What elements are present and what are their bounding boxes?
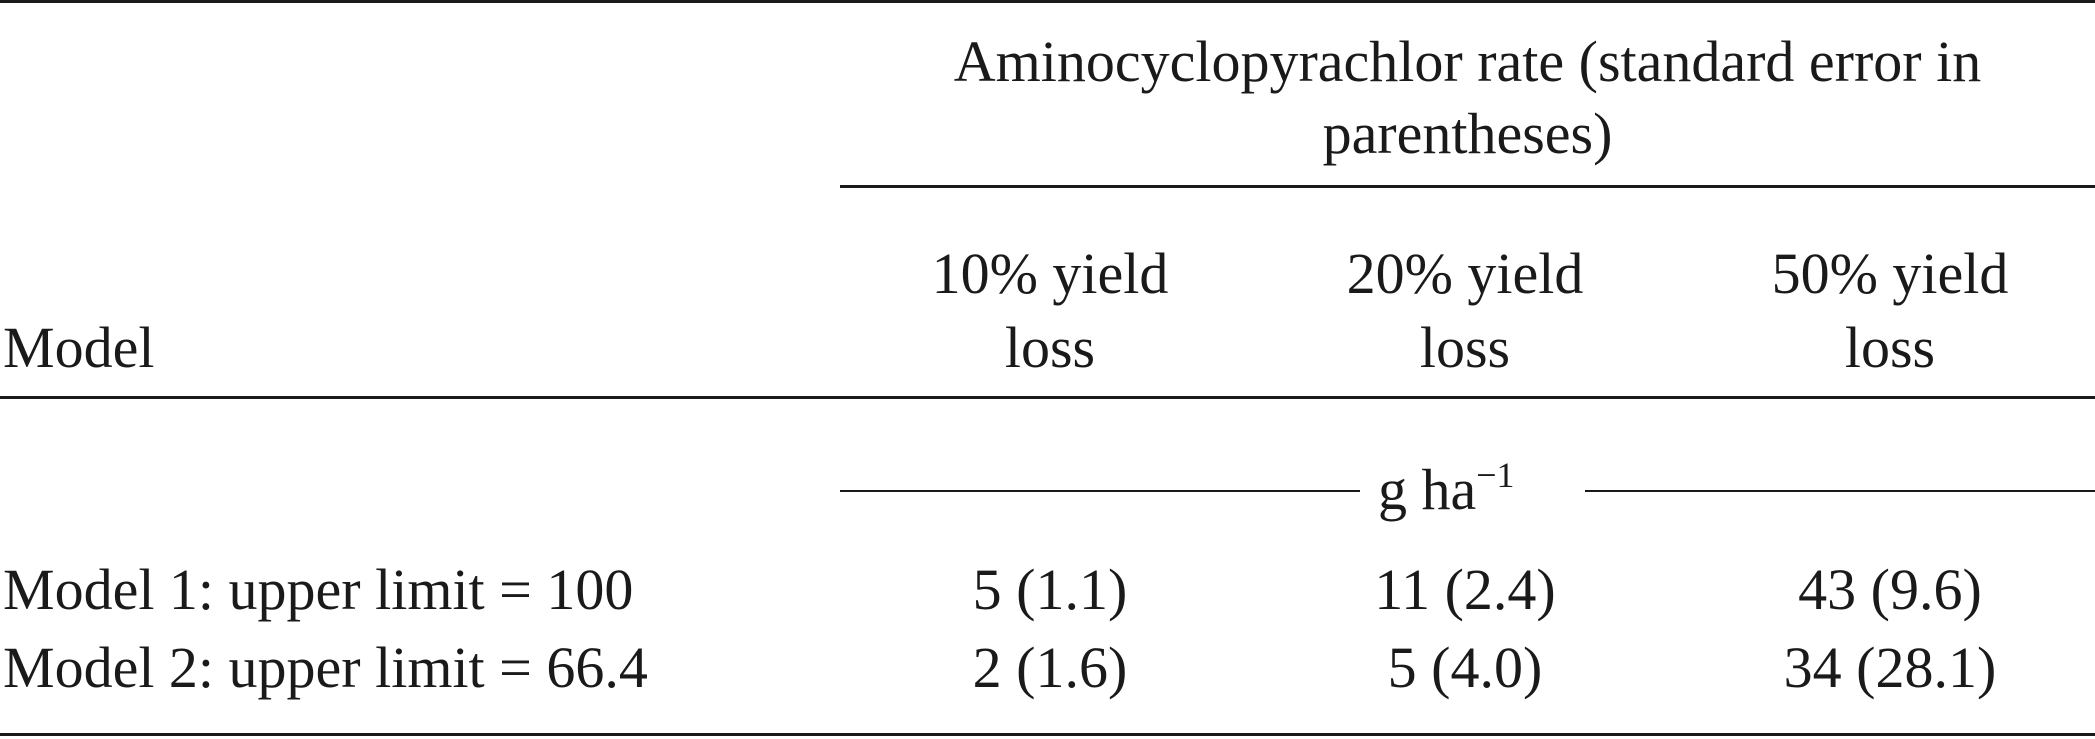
units-label: g ha−1 (1378, 455, 1515, 525)
top-rule (0, 0, 2095, 3)
row-1-model: Model 1: upper limit = 100 (3, 557, 634, 622)
row-1-value-20: 11 (2.4) (1374, 557, 1556, 622)
spanner-header-line-2: parentheses) (1322, 101, 1613, 166)
units-dash-left (840, 490, 1360, 492)
col-50-header-line-2: loss (1844, 315, 1936, 380)
spanner-header-line-1: Aminocyclopyrachlor rate (standard error… (953, 29, 1982, 94)
bottom-rule (0, 733, 2095, 736)
col-50-header-line-1: 50% yield (1771, 241, 2009, 306)
col-20-header-line-1: 20% yield (1346, 241, 1584, 306)
col-20-header-line-2: loss (1419, 315, 1511, 380)
units-dash-right (1585, 490, 2095, 492)
col-10-header-line-1: 10% yield (931, 241, 1169, 306)
row-2-value-10: 2 (1.6) (972, 635, 1128, 700)
units-exponent: −1 (1476, 455, 1515, 495)
header-rule (0, 396, 2095, 399)
row-2-value-20: 5 (4.0) (1387, 635, 1543, 700)
spanner-rule (840, 185, 2095, 188)
row-1-value-10: 5 (1.1) (972, 557, 1128, 622)
col-10-header-line-2: loss (1004, 315, 1096, 380)
model-column-header: Model (3, 315, 155, 380)
units-base: g ha (1378, 457, 1477, 522)
row-2-model: Model 2: upper limit = 66.4 (3, 635, 648, 700)
row-1-value-50: 43 (9.6) (1798, 557, 1982, 622)
row-2-value-50: 34 (28.1) (1783, 635, 1997, 700)
